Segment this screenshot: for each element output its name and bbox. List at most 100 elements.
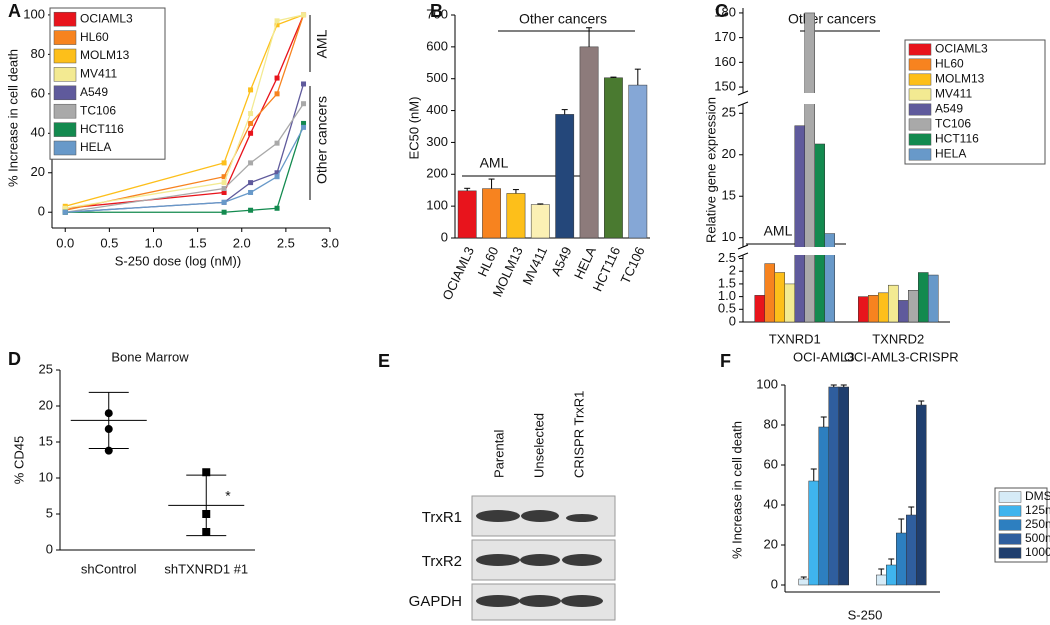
legend-label: 1000nM xyxy=(1025,545,1050,559)
legend-swatch xyxy=(53,122,77,137)
legend-label: HL60 xyxy=(80,30,109,44)
bar xyxy=(754,295,765,323)
blot-band xyxy=(476,510,520,522)
data-point xyxy=(221,199,227,205)
data-point xyxy=(274,22,280,28)
legend-label: A549 xyxy=(80,85,108,99)
data-point xyxy=(274,91,280,97)
blot-band xyxy=(521,510,559,522)
y-tick-label: 10 xyxy=(722,229,736,244)
bar xyxy=(628,84,648,239)
legend-swatch xyxy=(53,30,77,45)
y-tick-label: 20 xyxy=(31,164,45,179)
data-point xyxy=(301,120,307,126)
legend-swatch xyxy=(53,11,77,27)
data-point xyxy=(221,160,227,166)
y-tick-label: 1.0 xyxy=(718,288,736,303)
y-tick-label: 0 xyxy=(38,204,45,219)
data-point xyxy=(248,207,254,213)
legend-label: HCT116 xyxy=(935,132,979,146)
y-tick-label: 400 xyxy=(426,102,448,117)
bar xyxy=(794,125,805,323)
x-axis-label: S-250 dose (log (nM)) xyxy=(115,253,241,268)
bar xyxy=(916,404,927,586)
legend-swatch xyxy=(908,43,932,56)
legend-swatch xyxy=(908,58,932,71)
legend-swatch xyxy=(998,533,1022,545)
annotation: AML xyxy=(314,29,330,58)
y-tick-label: 200 xyxy=(426,166,448,181)
blot-panel: E Parental Unselected CRISPR TrxR1 TrxR1… xyxy=(378,351,616,621)
y-tick-label: 80 xyxy=(764,416,778,431)
legend-swatch xyxy=(908,118,932,131)
legend-swatch xyxy=(998,505,1022,517)
legend-label: MV411 xyxy=(935,87,972,101)
data-point xyxy=(221,209,227,215)
data-point xyxy=(248,87,254,93)
data-point xyxy=(248,130,254,136)
data-point xyxy=(274,205,280,211)
y-axis-label: % Increase in cell death xyxy=(729,421,744,559)
blot-column-label: Unselected xyxy=(531,413,546,478)
x-axis-label: S-250 xyxy=(848,607,883,622)
x-tick-label: 0.0 xyxy=(56,235,74,250)
bar xyxy=(886,564,897,586)
legend-swatch xyxy=(908,88,932,101)
data-point xyxy=(202,468,211,477)
y-tick-label: 25 xyxy=(39,361,53,376)
annotation: Other cancers xyxy=(519,11,607,27)
data-point xyxy=(301,12,307,18)
legend-label: 250nM xyxy=(1025,517,1050,531)
bar xyxy=(804,12,815,323)
legend-swatch xyxy=(53,48,77,64)
y-tick-label: 100 xyxy=(756,376,778,391)
data-point xyxy=(248,120,254,126)
y-tick-label: 80 xyxy=(31,46,45,61)
bar xyxy=(908,290,919,323)
y-tick-label: 0 xyxy=(46,541,53,556)
x-tick-label: 1.0 xyxy=(144,235,162,250)
bar xyxy=(818,426,829,586)
x-tick-label: 2.5 xyxy=(277,235,295,250)
data-point xyxy=(221,186,227,192)
x-tick-label: TXNRD2 xyxy=(872,331,924,346)
bar xyxy=(814,143,825,323)
y-tick-label: 2 xyxy=(729,263,736,278)
bar xyxy=(838,386,849,586)
blot-band xyxy=(566,514,598,522)
legend-label: OCIAML3 xyxy=(935,42,988,56)
legend-swatch xyxy=(908,73,932,86)
blot-row-label: GAPDH xyxy=(409,593,462,610)
break-mark xyxy=(737,90,749,96)
y-tick-label: 0 xyxy=(771,576,778,591)
legend-label: MV411 xyxy=(80,67,117,81)
annotation: Other cancers xyxy=(314,96,330,184)
y-tick-label: 20 xyxy=(764,536,778,551)
y-tick-label: 40 xyxy=(31,125,45,140)
y-tick-label: 0 xyxy=(729,313,736,328)
blot-row-label: TrxR2 xyxy=(422,553,462,570)
y-axis-label: EC50 (nM) xyxy=(406,97,421,160)
legend-label: HELA xyxy=(935,147,966,161)
y-tick-label: 500 xyxy=(426,70,448,85)
y-tick-label: 15 xyxy=(39,433,53,448)
bar xyxy=(824,233,835,323)
legend-label: DMSO xyxy=(1025,489,1050,503)
data-point xyxy=(274,18,280,24)
x-tick-label: A549 xyxy=(548,244,574,278)
data-point xyxy=(62,205,68,211)
bar xyxy=(530,204,550,239)
bar xyxy=(764,263,775,323)
data-point xyxy=(248,160,254,166)
annotation: * xyxy=(225,488,231,504)
bar xyxy=(579,46,599,239)
axis-break xyxy=(737,247,950,255)
y-axis-label: % CD45 xyxy=(11,436,26,484)
x-tick-label: 2.0 xyxy=(233,235,251,250)
x-tick-label: TXNRD1 xyxy=(769,331,821,346)
bar xyxy=(784,283,795,323)
y-tick-label: 5 xyxy=(46,505,53,520)
bar xyxy=(906,514,917,586)
bar xyxy=(506,193,526,239)
